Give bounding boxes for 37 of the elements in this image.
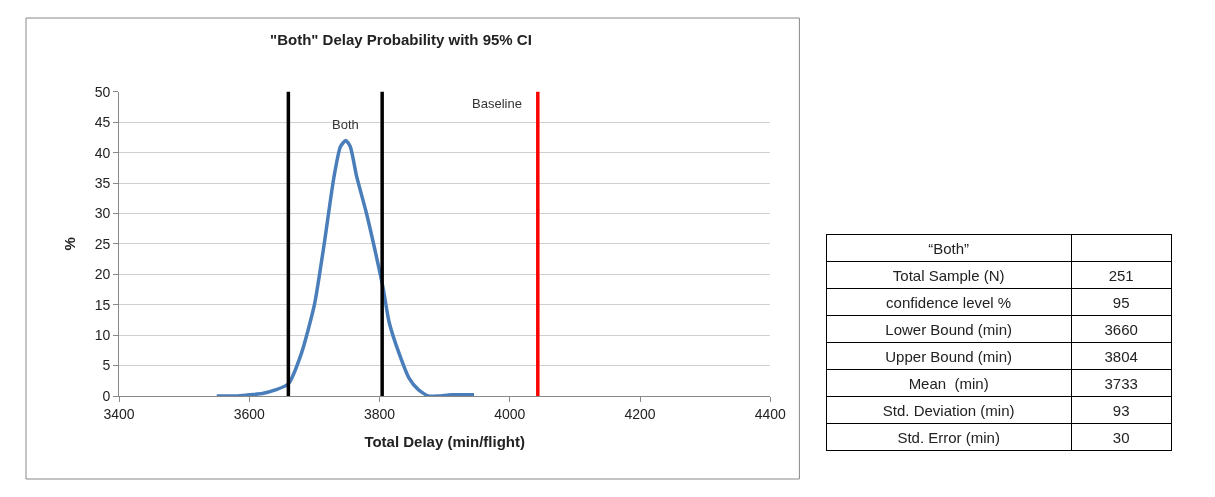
data-label: 3660 [1104,320,1138,338]
y-axis-title: % [60,237,78,251]
y-tick-label: 50 [94,83,111,100]
text: “Both” [928,239,970,257]
category-label: confidence level % [886,293,1012,311]
ref-line-label: Baseline [472,96,522,111]
x-tick-label: 4000 [494,405,526,422]
data-label: 251 [1108,266,1134,284]
y-tick-label: 35 [94,174,111,191]
y-tick-label: 0 [102,387,111,404]
y-tick-label: 20 [94,266,111,283]
y-tick-label: 25 [94,235,111,252]
category-label: Mean (min) [908,374,989,392]
category-label: Upper Bound (min) [885,347,1013,365]
y-tick-label: 40 [94,144,111,161]
x-tick-label: 4400 [754,405,787,422]
x-axis-title: Total Delay (min/flight) [364,432,525,450]
y-tick-label: 30 [94,205,111,222]
x-tick-label: 3600 [233,405,266,422]
data-label: 3733 [1104,374,1138,392]
y-tick-label: 5 [102,357,111,374]
category-label: Std. Error (min) [897,428,1000,446]
x-tick-label: 3800 [363,405,396,422]
data-label: 3804 [1104,347,1138,365]
data-label: 93 [1112,401,1130,419]
x-tick-label: 4200 [624,405,656,422]
x-tick-label: 3400 [103,405,135,422]
y-tick-label: 10 [94,327,111,344]
y-tick-label: 45 [94,114,111,131]
category-label: Total Sample (N) [892,266,1005,284]
category-label: Std. Deviation (min) [882,401,1015,419]
y-tick-label: 15 [94,296,111,313]
chart-title: "Both" Delay Probability with 95% CI [270,31,532,49]
data-label: 95 [1112,293,1130,311]
data-label: 30 [1112,428,1130,446]
category-label: Lower Bound (min) [885,320,1013,338]
series-label: Both [332,117,359,132]
